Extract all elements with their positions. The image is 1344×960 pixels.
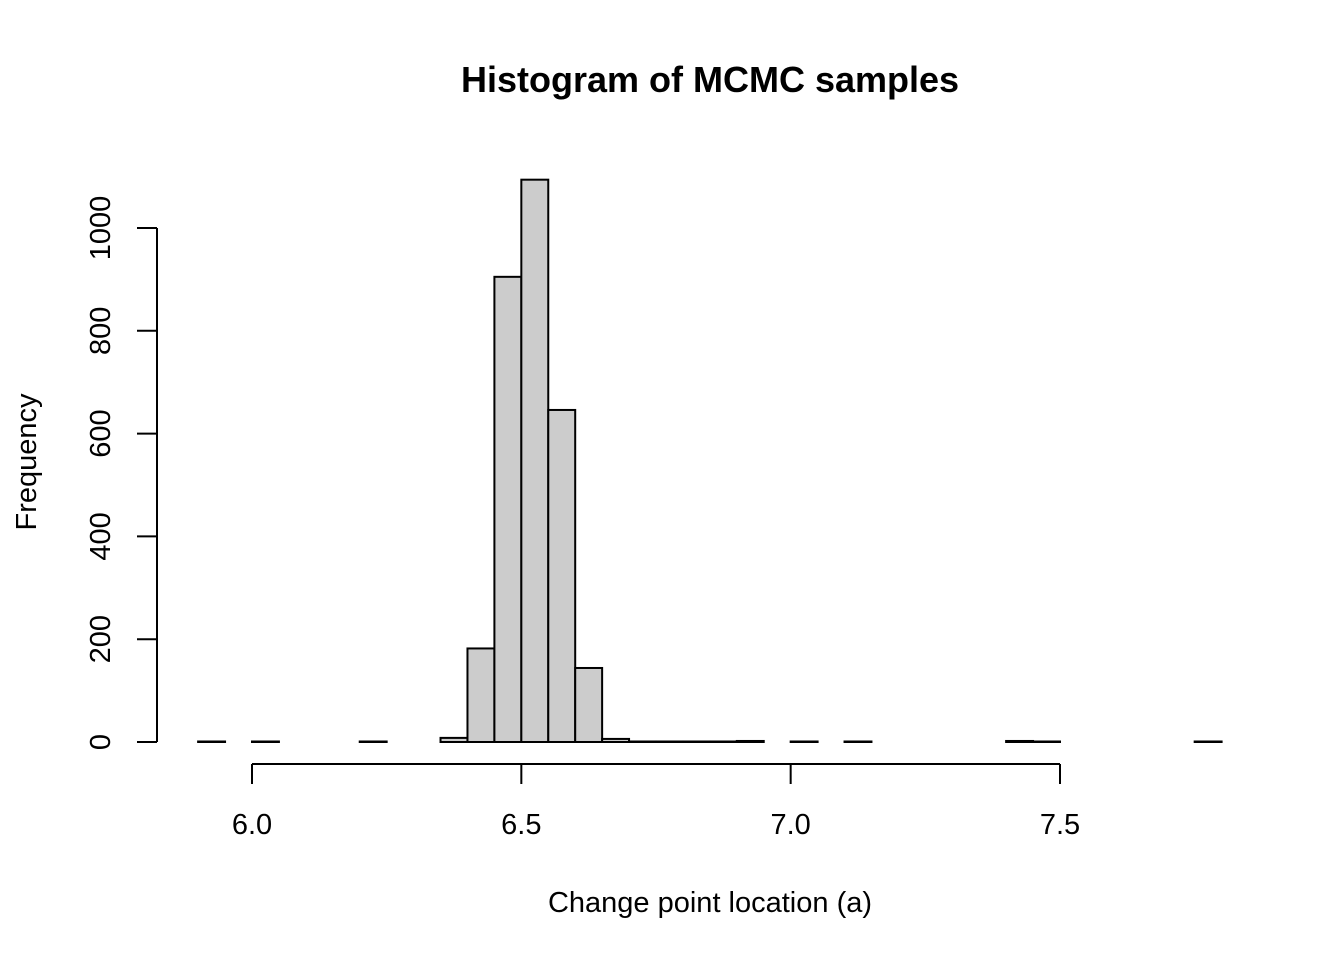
histogram-bar: [439, 736, 469, 744]
histogram-bar: [520, 178, 550, 743]
histogram-bar: [655, 740, 684, 743]
histogram-bar: [1005, 739, 1035, 743]
x-tick-label: 7.5: [1040, 809, 1080, 841]
histogram-bar: [466, 647, 496, 744]
y-tick-label: 600: [85, 409, 117, 457]
histogram-bar: [681, 740, 711, 743]
histogram-bar: [197, 740, 227, 743]
histogram-bar: [735, 739, 765, 743]
histogram-bars: [197, 178, 1223, 744]
x-axis-label: Change point location (a): [548, 887, 872, 919]
y-axis-label: Frequency: [11, 393, 43, 531]
y-tick-label: 200: [85, 615, 117, 663]
x-axis: 6.0 6.5 7.0 7.5: [232, 763, 1080, 841]
histogram-bar: [708, 740, 738, 743]
histogram-bar: [843, 740, 873, 743]
histogram-bar: [574, 666, 604, 743]
histogram-bar: [601, 737, 631, 743]
histogram-bar: [1193, 740, 1223, 743]
x-tick-label: 7.0: [771, 809, 811, 841]
histogram-bar: [251, 740, 280, 743]
histogram-bar: [789, 740, 819, 743]
histogram-bar: [547, 408, 577, 743]
histogram-bar: [1032, 740, 1061, 743]
x-tick-label: 6.5: [501, 809, 541, 841]
chart-title: Histogram of MCMC samples: [461, 59, 959, 100]
x-tick-label: 6.0: [232, 809, 272, 841]
y-tick-label: 800: [85, 307, 117, 355]
y-axis: 0 200 400 600 800 1000: [85, 196, 158, 750]
y-tick-label: 0: [85, 734, 117, 750]
histogram-bar: [493, 275, 523, 743]
histogram-bar: [358, 740, 388, 743]
y-tick-label: 400: [85, 512, 117, 560]
histogram-bar: [628, 740, 658, 743]
y-tick-label: 1000: [85, 196, 117, 261]
